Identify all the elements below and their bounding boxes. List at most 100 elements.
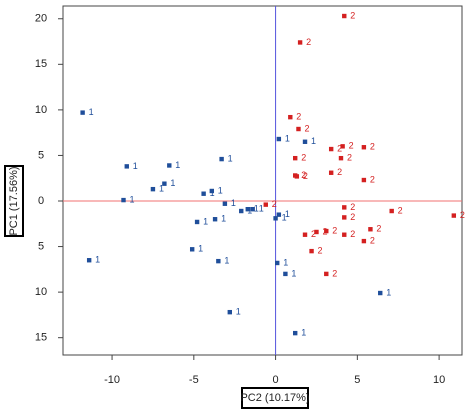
y-tick-label: 15: [35, 332, 47, 344]
plot-frame: [62, 5, 463, 356]
point-label: 2: [349, 141, 354, 151]
point: [222, 201, 228, 206]
point-label: 2: [370, 142, 375, 152]
point-label: 1: [285, 133, 290, 143]
y-tick-label: 0: [38, 195, 44, 207]
y-tick-label: 10: [35, 286, 47, 298]
y-tick-label: 15: [35, 58, 47, 70]
point-label: 1: [221, 214, 226, 224]
point: [150, 186, 156, 192]
point-label: 1: [203, 216, 208, 226]
point: [314, 229, 319, 235]
point: [361, 145, 367, 150]
point: [342, 215, 347, 220]
point: [378, 290, 383, 296]
point-label: 2: [337, 167, 342, 177]
point: [342, 13, 347, 19]
point-label: 2: [350, 202, 355, 212]
point-label: 1: [133, 161, 138, 171]
point: [194, 219, 200, 225]
point-label: 1: [218, 185, 223, 195]
point: [273, 216, 278, 221]
point-label: 1: [311, 136, 316, 146]
point: [80, 110, 85, 115]
point: [189, 247, 195, 252]
point-label: 1: [283, 257, 288, 267]
point-label: 2: [376, 224, 381, 234]
point-label: 1: [170, 178, 175, 188]
y-tick-label: 10: [35, 104, 47, 116]
x-tick-label: 0: [273, 374, 279, 386]
point: [219, 156, 224, 162]
point: [302, 139, 308, 144]
y-tick-label: 5: [38, 240, 44, 252]
point-label: 1: [89, 107, 94, 117]
x-tick-label: 5: [354, 374, 360, 386]
point-label: 2: [296, 112, 301, 122]
point-label: 2: [350, 229, 355, 239]
point: [328, 146, 334, 152]
point: [167, 163, 172, 168]
point-label: 2: [370, 235, 375, 245]
point: [338, 155, 344, 161]
point-label: 1: [198, 244, 203, 254]
point-label: 2: [304, 123, 309, 133]
x-tick-label: 10: [433, 374, 445, 386]
point: [162, 181, 167, 186]
point: [309, 248, 314, 254]
point: [294, 174, 300, 179]
point: [340, 144, 345, 149]
point-label: 1: [285, 209, 290, 219]
point: [121, 197, 126, 203]
point: [276, 136, 282, 142]
point: [361, 238, 367, 244]
point-label: 1: [95, 255, 100, 265]
point-label: 2: [398, 205, 403, 215]
point: [368, 227, 373, 232]
point-label: 1: [175, 160, 180, 170]
point-label: 2: [311, 229, 316, 239]
point: [296, 126, 301, 132]
y-label-box: [4, 165, 24, 237]
point: [201, 191, 206, 196]
point: [124, 164, 129, 169]
point: [328, 170, 334, 175]
point: [324, 271, 329, 277]
point-label: 2: [332, 225, 337, 235]
point: [263, 202, 268, 207]
point: [250, 207, 255, 212]
point-label: 2: [370, 174, 375, 184]
point-label: 1: [130, 194, 135, 204]
point: [451, 213, 457, 218]
x-label-box: [241, 387, 309, 409]
point: [361, 177, 367, 183]
point: [227, 309, 232, 315]
point-label: 2: [347, 153, 352, 163]
point-label: 2: [350, 212, 355, 222]
point: [283, 271, 288, 277]
x-axis-label: PC2 (10.17%): [240, 392, 309, 404]
point: [297, 40, 303, 45]
point-label: 1: [282, 213, 287, 223]
y-axis-label: PC1 (17.56%): [8, 166, 20, 235]
point-label: 2: [301, 170, 306, 180]
point: [245, 207, 250, 212]
point-label: 1: [231, 198, 236, 208]
point: [212, 217, 218, 222]
point-label: 1: [159, 184, 164, 194]
x-tick-label: -10: [104, 374, 120, 386]
point: [293, 330, 298, 336]
y-tick-label: 20: [35, 13, 47, 25]
point-label: 2: [332, 268, 337, 278]
point: [302, 232, 308, 237]
point-label: 2: [306, 37, 311, 47]
point-label: 1: [236, 307, 241, 317]
point-label: 2: [460, 210, 465, 220]
point: [293, 155, 298, 161]
point-label: 1: [259, 204, 264, 214]
point-label: 2: [272, 199, 277, 209]
point: [275, 260, 280, 266]
point: [239, 208, 244, 214]
point: [276, 212, 282, 217]
